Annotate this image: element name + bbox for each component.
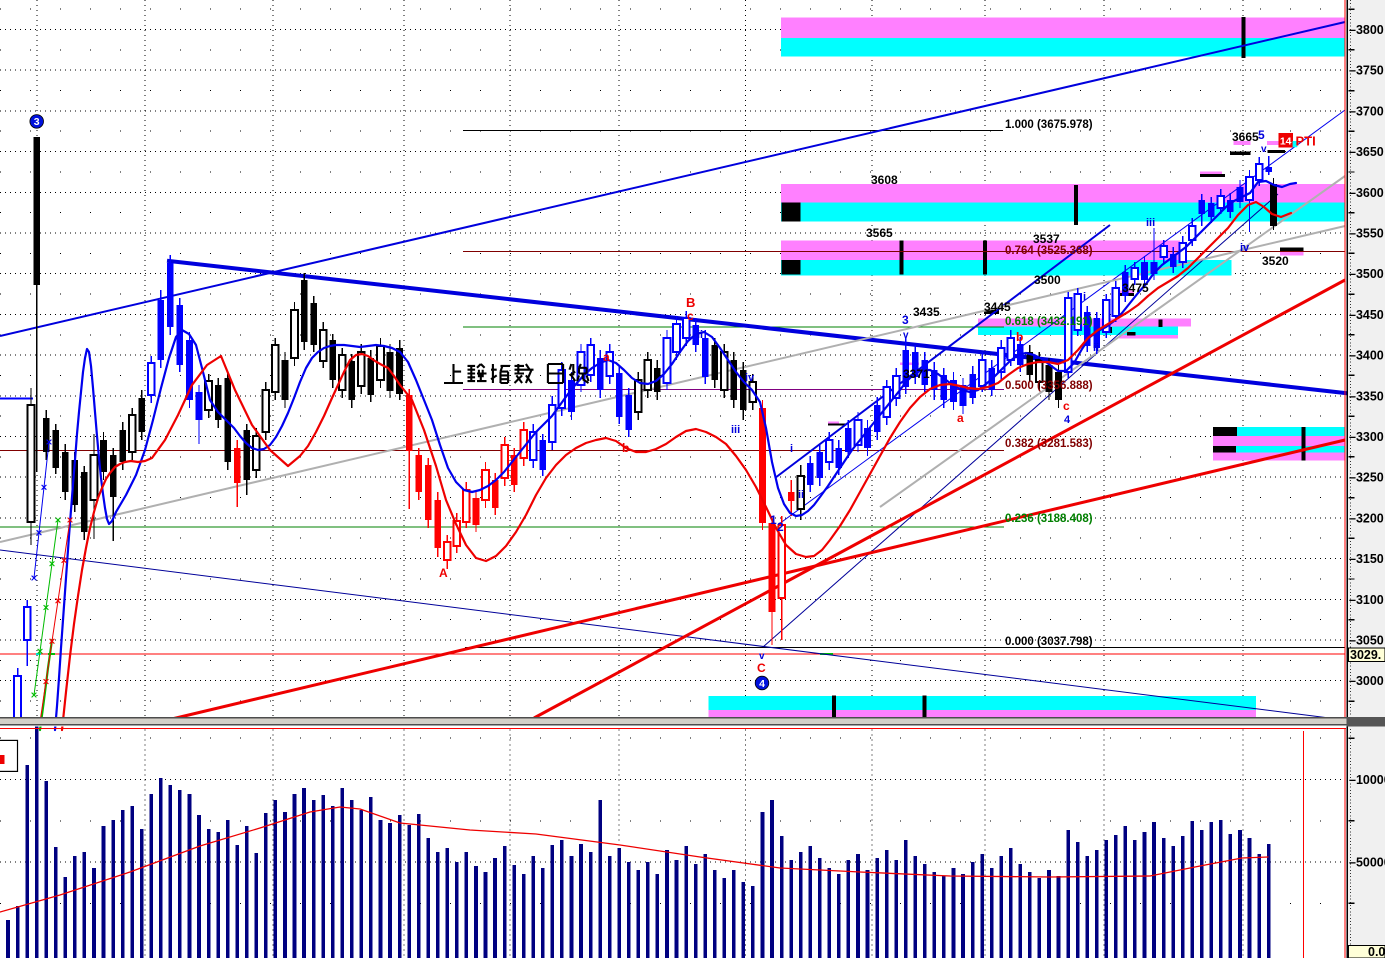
svg-text:3: 3 <box>34 116 40 128</box>
svg-text:–3150: –3150 <box>1349 552 1384 566</box>
svg-text:v: v <box>759 651 765 662</box>
svg-text:i: i <box>1083 291 1086 303</box>
svg-text:3475: 3475 <box>1122 281 1149 295</box>
svg-text:–3700: –3700 <box>1349 104 1384 118</box>
svg-text:–3600: –3600 <box>1349 186 1384 200</box>
svg-text:–3650: –3650 <box>1349 145 1384 159</box>
svg-text:4: 4 <box>1064 414 1071 426</box>
svg-text:–3350: –3350 <box>1349 389 1384 403</box>
svg-text:0.618 (3432.191): 0.618 (3432.191) <box>1005 316 1093 328</box>
svg-text:iii: iii <box>1146 217 1155 229</box>
svg-text:3500: 3500 <box>1034 273 1061 287</box>
svg-text:–3000: –3000 <box>1349 674 1384 688</box>
svg-text:0.0: 0.0 <box>1368 945 1385 958</box>
svg-text:c: c <box>1063 399 1070 413</box>
svg-text:c: c <box>687 309 694 323</box>
svg-text:–100000: –100000 <box>1349 773 1385 787</box>
svg-text:2: 2 <box>777 520 784 534</box>
svg-text:–3300: –3300 <box>1349 430 1384 444</box>
svg-text:4: 4 <box>759 678 765 690</box>
svg-text:3: 3 <box>902 313 909 327</box>
svg-text:1.000 (3675.978): 1.000 (3675.978) <box>1005 119 1093 131</box>
svg-text:ii: ii <box>798 489 804 501</box>
svg-text:3665: 3665 <box>1232 130 1259 144</box>
svg-text:3565: 3565 <box>866 226 893 240</box>
svg-text:0.500 (3356.888): 0.500 (3356.888) <box>1005 380 1093 392</box>
svg-text:5: 5 <box>1258 128 1265 142</box>
svg-text:1: 1 <box>770 513 777 527</box>
svg-text:–3450: –3450 <box>1349 308 1384 322</box>
svg-text:iv: iv <box>745 372 755 384</box>
svg-text:–3250: –3250 <box>1349 471 1384 485</box>
svg-text:a: a <box>957 411 964 425</box>
svg-text:i: i <box>790 443 793 455</box>
svg-text:3029.: 3029. <box>1350 648 1381 662</box>
svg-text:3537: 3537 <box>1033 232 1060 246</box>
svg-text:–3400: –3400 <box>1349 349 1384 363</box>
svg-text:–3100: –3100 <box>1349 593 1384 607</box>
svg-text:3371: 3371 <box>903 367 930 381</box>
svg-text:a: a <box>603 350 610 364</box>
svg-text:A: A <box>439 566 448 580</box>
svg-text:PTI: PTI <box>1296 134 1316 149</box>
svg-text:–3550: –3550 <box>1349 227 1384 241</box>
svg-text:ii: ii <box>697 329 703 341</box>
svg-text:B: B <box>686 295 695 310</box>
svg-text:0.000 (3037.798): 0.000 (3037.798) <box>1005 636 1093 648</box>
svg-text:b: b <box>1016 330 1023 344</box>
svg-text:v: v <box>903 330 909 341</box>
svg-text:–3050: –3050 <box>1349 634 1384 648</box>
svg-text:0.382 (3281.583): 0.382 (3281.583) <box>1005 438 1093 450</box>
svg-text:v: v <box>1261 144 1267 155</box>
svg-text:3445: 3445 <box>984 300 1011 314</box>
svg-text:–3200: –3200 <box>1349 511 1384 525</box>
svg-text:–3750: –3750 <box>1349 64 1384 78</box>
svg-text:3608: 3608 <box>871 173 898 187</box>
svg-text:ii: ii <box>1093 342 1099 354</box>
svg-text:–3800: –3800 <box>1349 23 1384 37</box>
svg-text:0.236 (3188.408): 0.236 (3188.408) <box>1005 513 1093 525</box>
svg-text:3435: 3435 <box>913 305 940 319</box>
svg-text:iv: iv <box>1240 242 1250 254</box>
svg-text:–3500: –3500 <box>1349 267 1384 281</box>
svg-text:14: 14 <box>1280 136 1292 148</box>
svg-text:b: b <box>622 441 629 455</box>
svg-text:iii: iii <box>731 424 740 436</box>
svg-text:0.764 (3525.368): 0.764 (3525.368) <box>1005 245 1093 257</box>
svg-text:C: C <box>757 661 766 675</box>
svg-text:3520: 3520 <box>1262 254 1289 268</box>
